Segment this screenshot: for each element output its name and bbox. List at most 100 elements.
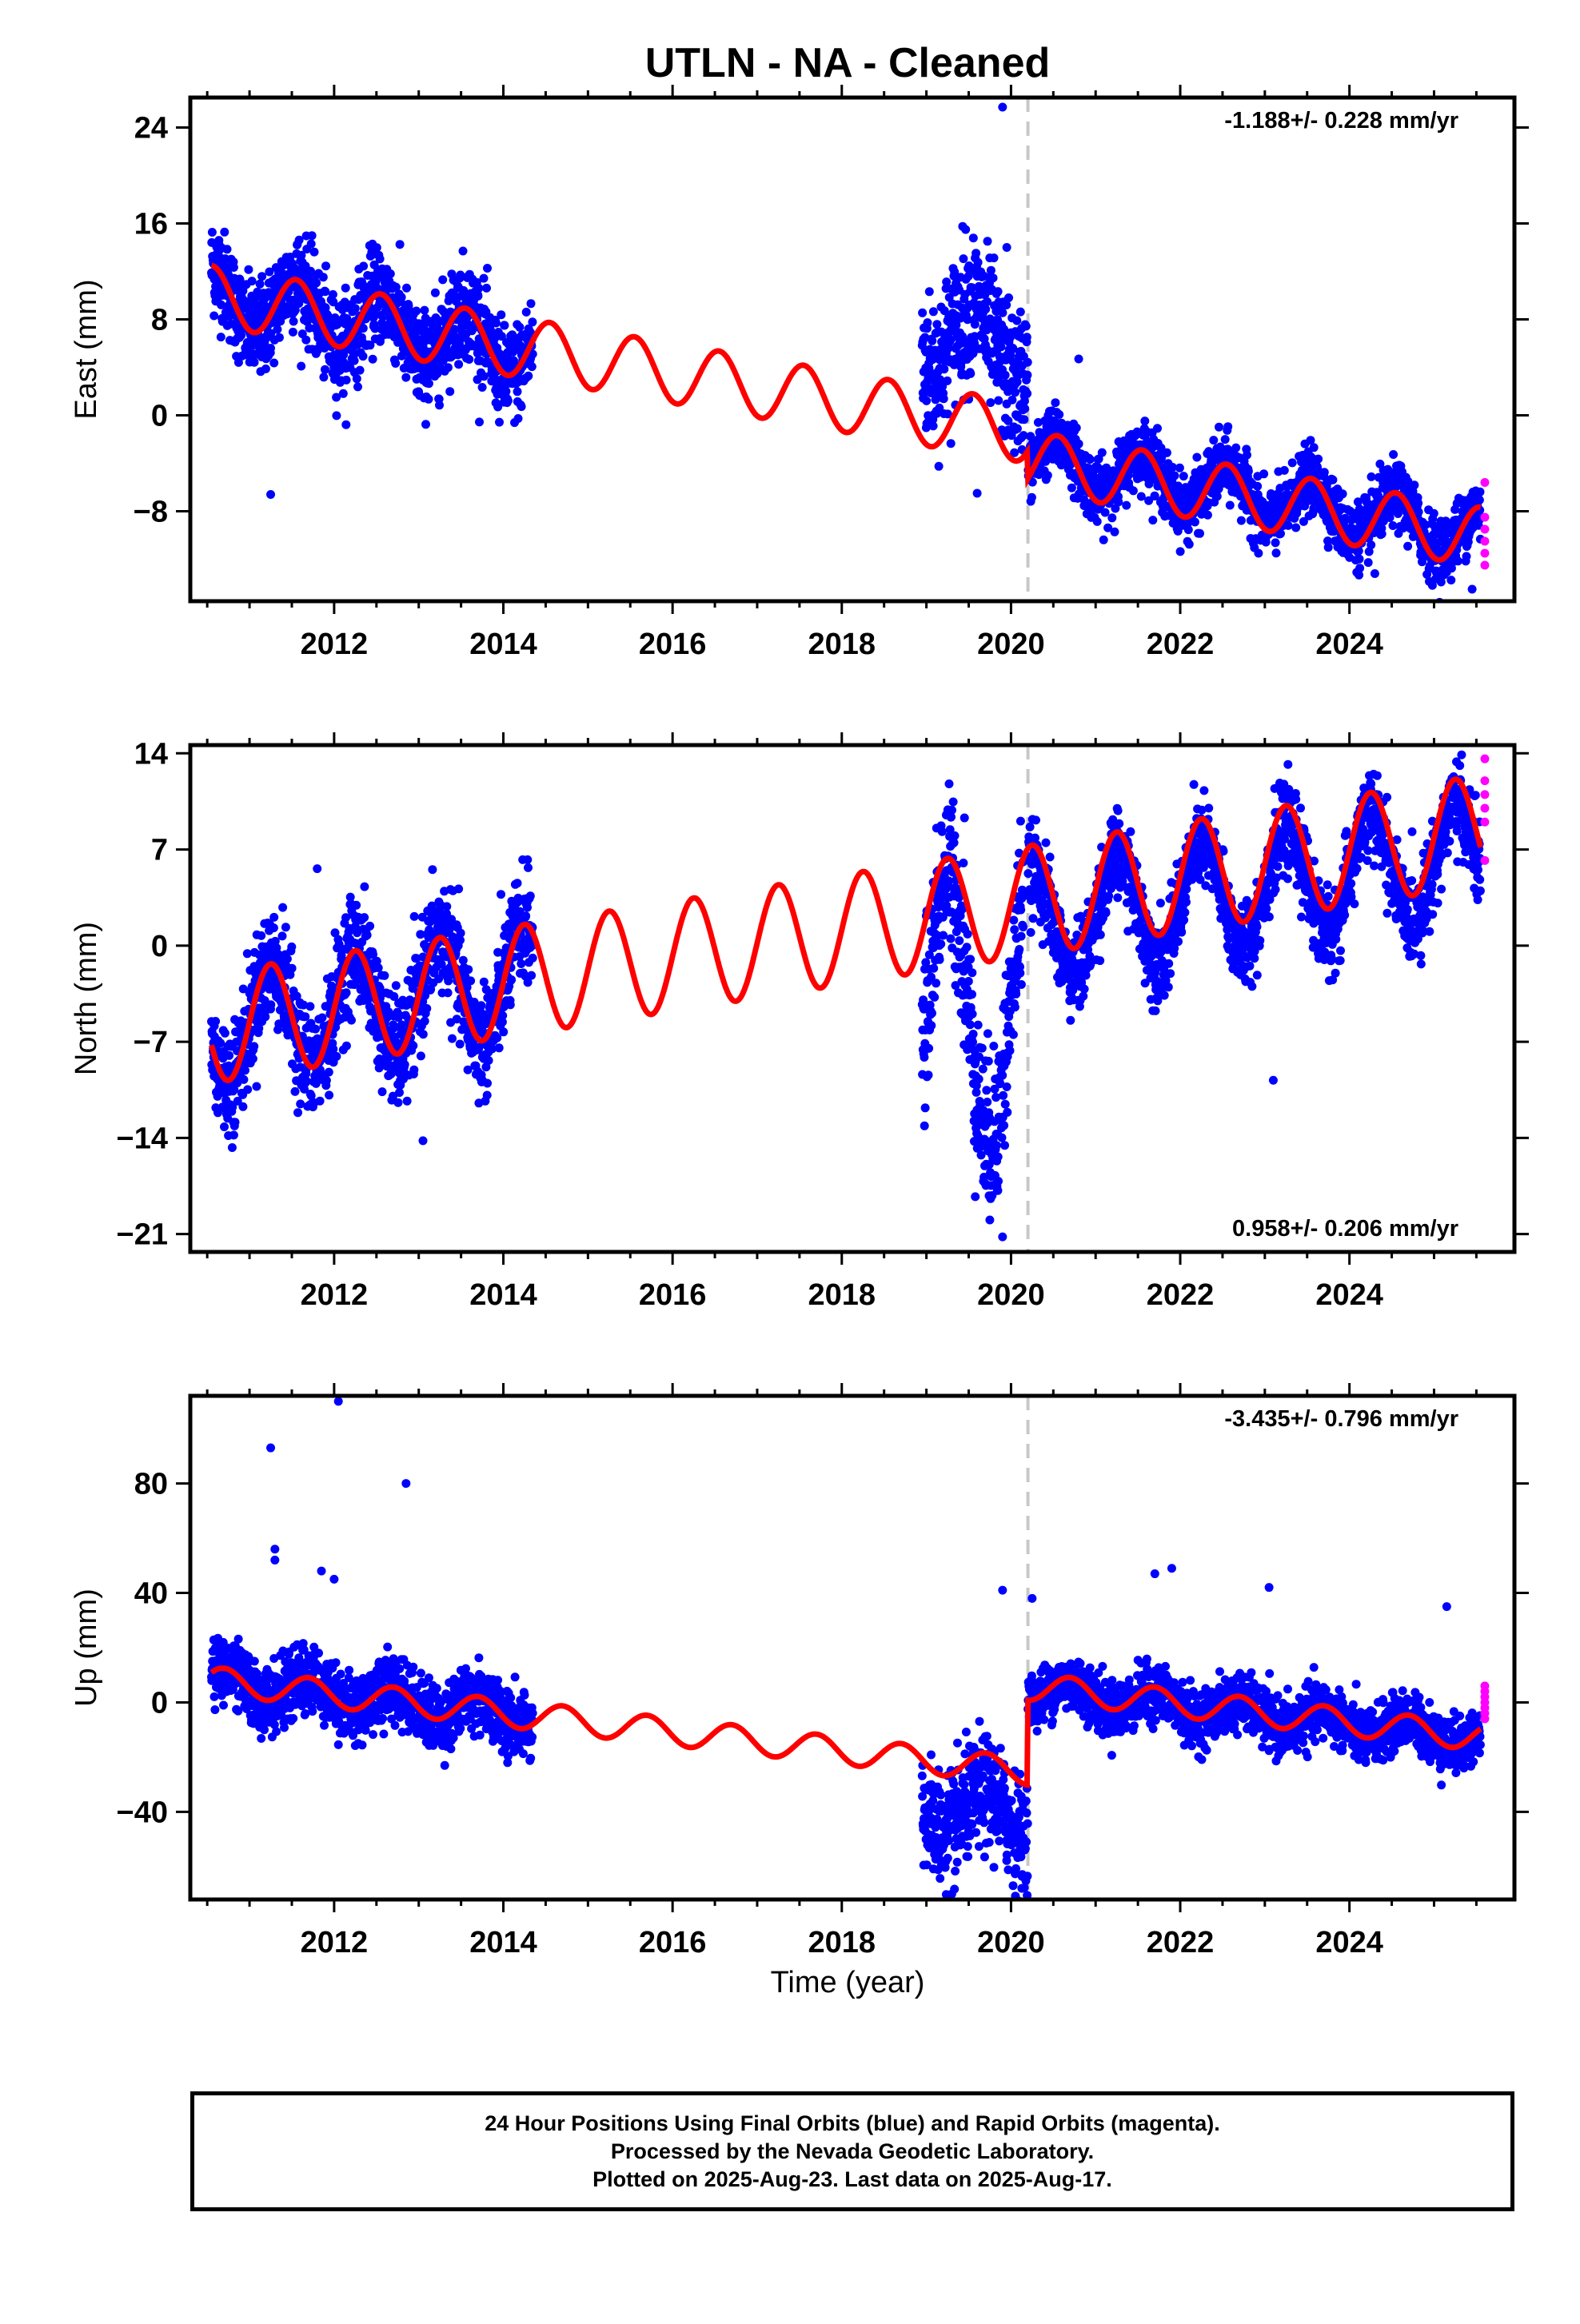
data-point: [1243, 451, 1251, 460]
data-point: [1023, 371, 1031, 380]
data-point: [325, 1090, 333, 1099]
data-point: [959, 859, 968, 867]
data-point: [1272, 548, 1281, 557]
data-point: [1320, 468, 1329, 476]
data-point: [1051, 398, 1059, 407]
data-point: [291, 1087, 300, 1096]
data-point: [951, 831, 960, 840]
data-point: [989, 273, 998, 282]
rate-label: -1.188+/- 0.228 mm/yr: [1224, 108, 1458, 134]
data-point: [1075, 355, 1083, 364]
data-point: [1023, 358, 1032, 367]
data-point: [391, 359, 400, 368]
y-tick-label: 8: [151, 304, 168, 337]
data-point: [342, 376, 351, 385]
data-point: [524, 372, 533, 381]
data-point: [209, 312, 218, 321]
data-point: [353, 382, 362, 391]
data-point: [412, 307, 421, 316]
data-point: [1001, 371, 1010, 380]
data-point: [1446, 576, 1455, 584]
data-point: [420, 306, 429, 315]
data-point: [275, 333, 284, 342]
x-tick-label: 2024: [1315, 628, 1383, 661]
rapid-point: [1480, 478, 1489, 487]
data-point: [1355, 555, 1364, 564]
data-point: [425, 395, 433, 404]
data-point: [920, 1053, 928, 1062]
data-point: [444, 363, 453, 372]
data-point: [359, 352, 368, 361]
data-point: [936, 955, 944, 964]
data-point: [929, 307, 938, 316]
data-point: [968, 1010, 977, 1018]
data-point: [305, 1002, 314, 1011]
data-point: [229, 263, 238, 272]
data-point: [1101, 508, 1110, 517]
data-point: [1114, 497, 1123, 506]
data-point: [969, 233, 978, 242]
data-point: [514, 414, 523, 423]
rapid-point: [1480, 537, 1489, 546]
data-point: [312, 278, 321, 287]
data-point: [378, 1087, 387, 1096]
data-point: [243, 1085, 252, 1094]
data-point: [438, 275, 447, 284]
data-point: [922, 397, 931, 405]
data-points: [207, 103, 1489, 607]
data-point: [1288, 458, 1297, 467]
data-point: [397, 293, 406, 301]
data-point: [1259, 469, 1268, 478]
data-point: [319, 273, 328, 281]
data-point: [1163, 448, 1171, 457]
rapid-point: [1480, 561, 1489, 570]
data-point: [252, 1082, 261, 1091]
data-point: [278, 903, 287, 912]
data-point: [421, 1017, 429, 1026]
data-point: [946, 935, 955, 943]
data-point: [225, 1051, 233, 1060]
data-point: [936, 939, 945, 948]
data-point: [924, 1044, 933, 1053]
data-point: [1023, 389, 1031, 398]
data-point: [478, 383, 487, 392]
data-point: [221, 1029, 229, 1038]
y-tick-label: 24: [134, 112, 168, 145]
data-point: [1410, 480, 1418, 489]
data-point: [1284, 521, 1293, 530]
data-point: [497, 310, 505, 319]
data-point: [524, 863, 533, 872]
data-point: [448, 1034, 457, 1043]
data-point: [1430, 509, 1438, 518]
data-point: [1192, 453, 1201, 462]
data-point: [435, 401, 444, 409]
data-point: [513, 387, 522, 396]
rapid-point: [1480, 549, 1489, 558]
data-point: [1367, 540, 1375, 549]
data-point: [289, 317, 298, 326]
data-point: [1253, 482, 1262, 491]
data-point: [208, 228, 217, 237]
data-point: [257, 931, 265, 940]
data-point: [987, 266, 995, 275]
data-point: [1254, 549, 1263, 558]
data-point: [325, 1068, 333, 1077]
data-point: [445, 387, 454, 396]
data-point: [425, 379, 433, 388]
data-point: [1414, 499, 1422, 508]
x-tick-label: 2018: [808, 628, 876, 661]
data-point: [347, 1016, 356, 1025]
data-point: [341, 421, 350, 429]
data-point: [506, 1000, 515, 1009]
data-point: [473, 292, 482, 301]
data-point: [360, 883, 369, 891]
data-point: [1003, 243, 1011, 252]
data-point: [528, 317, 537, 326]
data-point: [293, 1108, 302, 1117]
data-point: [1378, 529, 1386, 538]
data-point: [266, 490, 275, 499]
data-point: [483, 264, 492, 273]
data-point: [507, 975, 516, 984]
data-point: [929, 964, 938, 973]
data-point: [1475, 496, 1484, 504]
